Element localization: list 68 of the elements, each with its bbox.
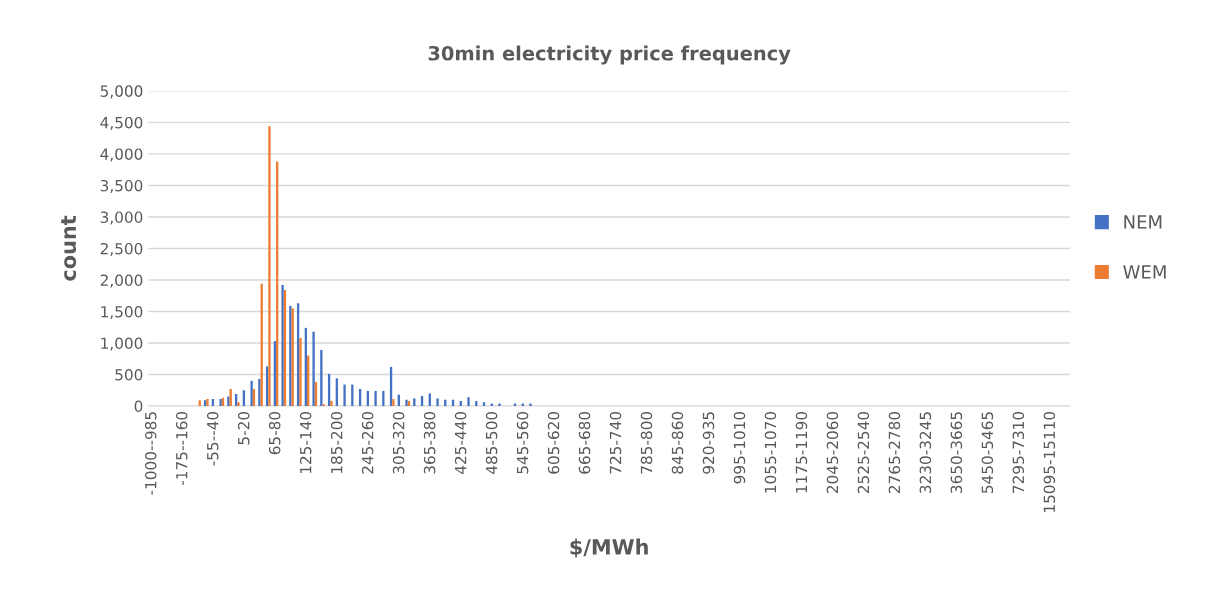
x-tick-label: 15095-15110 (1043, 411, 1056, 512)
x-tick-label: 2045-2060 (826, 411, 839, 494)
y-tick-label: 5,000 (100, 85, 143, 99)
x-tick-label: 185-200 (330, 411, 343, 474)
bar (374, 390, 377, 407)
bar (227, 396, 230, 407)
x-tick-label: 1055-1070 (764, 411, 777, 493)
bar (436, 398, 439, 407)
x-tick-label: 245-260 (361, 411, 374, 474)
x-tick-label: 545-560 (516, 411, 529, 474)
y-tick-label: 3,500 (100, 179, 143, 194)
bar (428, 393, 431, 407)
bar (529, 403, 532, 407)
x-tick-label: 5450-5465 (981, 412, 994, 493)
bar (250, 380, 253, 407)
y-tick-label: 2,000 (100, 274, 143, 288)
bar (299, 337, 302, 407)
x-tick-label: 2765-2780 (888, 411, 901, 494)
y-tick-label: 500 (115, 368, 143, 381)
bar (320, 349, 323, 407)
x-tick-label: 665-680 (578, 411, 591, 474)
bar (237, 402, 240, 407)
x-tick-label: 2525-2540 (857, 411, 870, 494)
x-tick-label: 785-800 (640, 411, 653, 474)
bar (312, 331, 315, 407)
bar (268, 126, 271, 407)
bar (467, 397, 470, 407)
y-axis-title: count (61, 215, 77, 281)
x-tick-label: 845-860 (671, 411, 684, 474)
x-tick-label: 3230-3245 (919, 412, 932, 493)
x-tick-label: -55--40 (206, 411, 219, 466)
x-axis-title: $/MWh (570, 538, 648, 558)
bar (198, 400, 201, 407)
y-tick-label: 1,500 (101, 305, 143, 320)
x-tick-label: 425-440 (454, 411, 467, 474)
bar (521, 403, 524, 407)
x-tick-label: 65-80 (268, 411, 281, 455)
x-tick-label: 5-20 (237, 411, 250, 445)
x-tick-label: 920-935 (702, 412, 715, 474)
legend-label: WEM (1123, 265, 1166, 279)
x-tick-label: 365-380 (423, 411, 436, 474)
legend-label: NEM (1124, 215, 1162, 229)
chart-title: 30min electricity price frequency (428, 45, 791, 65)
bar (498, 403, 501, 407)
x-tick-label: 995-1010 (733, 411, 746, 484)
x-tick-label: 3650-3665 (950, 412, 963, 493)
bar (258, 378, 261, 407)
x-tick-label: 125-140 (299, 411, 312, 474)
y-tick-label: 0 (134, 400, 143, 413)
bar (281, 285, 284, 407)
x-tick-label: -175--160 (175, 411, 188, 485)
y-tick-label: 3,000 (100, 211, 143, 225)
bar (392, 399, 395, 407)
bar (330, 400, 333, 407)
y-tick-label: 4,000 (100, 148, 143, 162)
y-tick-label: 2,500 (100, 242, 143, 257)
x-tick-label: 1175-1190 (795, 411, 808, 493)
x-tick-label: 605-620 (547, 411, 560, 474)
x-tick-label: 7295-7310 (1012, 411, 1025, 493)
x-tick-label: 305-320 (392, 411, 405, 474)
bar (490, 403, 493, 407)
x-tick-label: 725-740 (609, 411, 622, 474)
bar (513, 403, 517, 407)
x-tick-label: 485-500 (485, 411, 498, 474)
bar (343, 384, 346, 407)
x-tick-label: -1000--985 (144, 412, 157, 495)
y-tick-label: 1,000 (101, 337, 143, 351)
y-tick-label: 4,500 (100, 116, 143, 130)
